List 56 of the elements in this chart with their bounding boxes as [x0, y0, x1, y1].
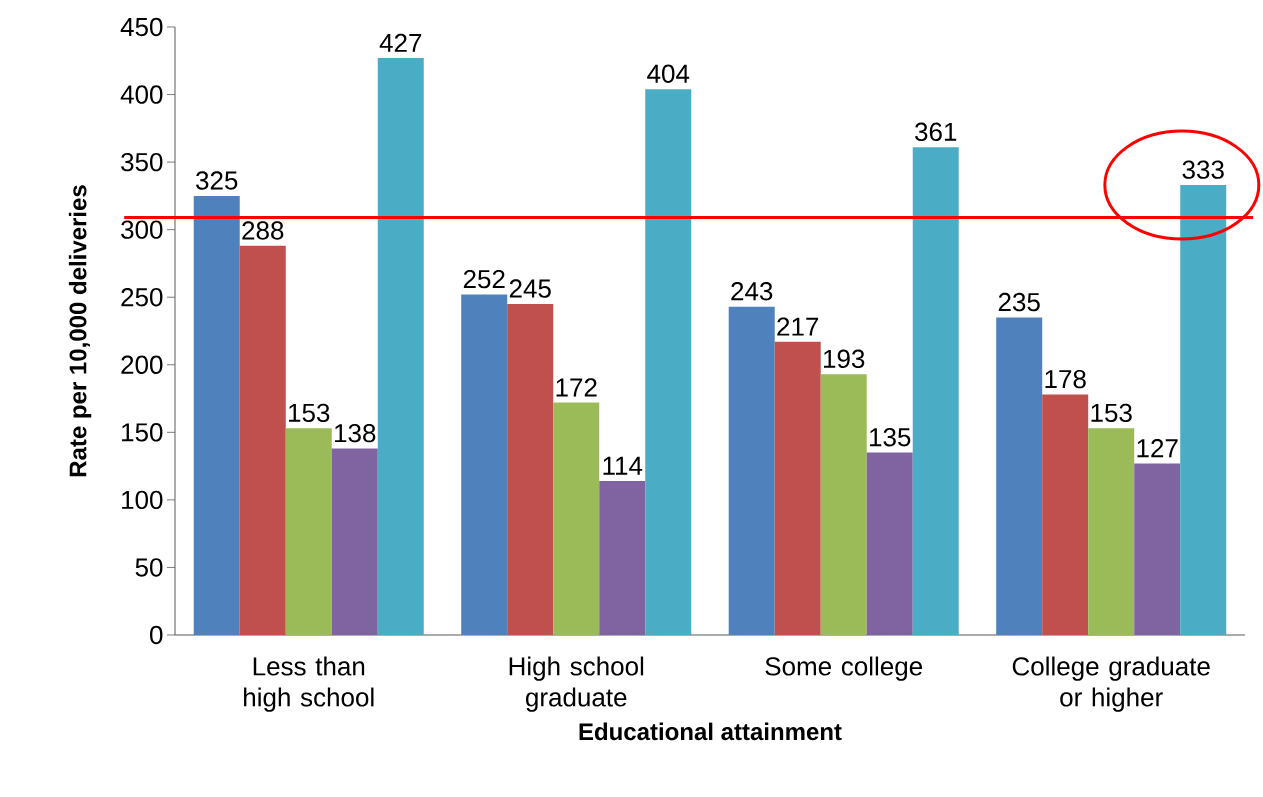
data-label: 333 — [1182, 160, 1224, 179]
data-label: 245 — [509, 279, 551, 298]
bar — [193, 195, 240, 635]
data-label: 217 — [777, 317, 819, 336]
y-axis-title: Rate per 10,000 deliveries — [68, 185, 92, 477]
bar — [331, 448, 378, 635]
data-label: 114 — [603, 456, 643, 475]
data-label: 325 — [196, 171, 238, 190]
bar — [820, 374, 867, 635]
y-tick-label: 200 — [121, 355, 163, 374]
x-tick-label: Some college — [765, 656, 923, 681]
bar — [645, 89, 692, 635]
x-axis-title: Educational attainment — [579, 722, 842, 741]
data-label: 153 — [1091, 403, 1132, 423]
x-tick-label: High school graduate — [509, 656, 644, 712]
data-label: 178 — [1045, 369, 1086, 389]
data-label: 193 — [824, 349, 865, 369]
data-label: 235 — [998, 292, 1040, 312]
bar — [377, 58, 424, 635]
bar — [507, 303, 554, 635]
bar — [728, 306, 775, 635]
data-label: 135 — [870, 427, 911, 447]
bar — [1042, 394, 1089, 635]
y-tick-label: 0 — [150, 625, 163, 645]
bar — [1088, 428, 1135, 635]
y-tick-label: 400 — [120, 85, 163, 104]
bar — [553, 402, 600, 635]
bar — [285, 428, 332, 635]
data-label: 361 — [915, 122, 957, 142]
data-label: 288 — [242, 221, 284, 240]
x-tick-label: Less than high school — [244, 656, 374, 712]
bar — [461, 294, 508, 635]
bar — [996, 317, 1043, 635]
data-label: 427 — [379, 33, 422, 52]
x-tick-label: College graduate or higher — [1012, 656, 1210, 712]
data-label: 243 — [731, 282, 773, 301]
bar — [239, 245, 286, 635]
y-tick-label: 350 — [121, 152, 163, 172]
bar — [912, 147, 959, 635]
y-tick-label: 300 — [121, 220, 163, 239]
data-label: 153 — [289, 403, 330, 423]
bar — [599, 480, 646, 635]
y-tick-label: 250 — [121, 288, 163, 307]
data-label: 404 — [647, 64, 690, 83]
data-label: 172 — [556, 378, 597, 397]
y-tick-label: 50 — [135, 558, 163, 577]
y-tick-label: 450 — [120, 17, 163, 37]
y-tick-label: 150 — [122, 423, 163, 442]
data-label: 252 — [463, 269, 505, 289]
y-tick-label: 100 — [122, 490, 163, 510]
bar — [774, 341, 821, 635]
bar — [1134, 463, 1181, 635]
data-label: 127 — [1137, 439, 1178, 458]
data-label: 138 — [335, 423, 376, 443]
bar — [1180, 185, 1227, 635]
bar — [866, 452, 913, 635]
